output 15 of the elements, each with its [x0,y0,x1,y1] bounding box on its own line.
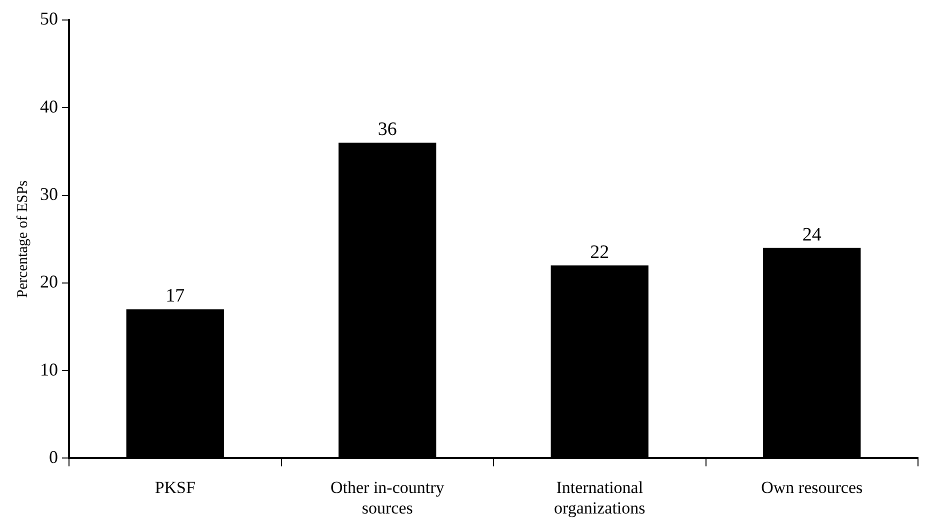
x-tick-label: International organizations [554,478,646,518]
x-tick-label: Own resources [761,478,863,497]
y-tick-label: 0 [49,446,58,467]
y-tick-label: 20 [40,272,58,292]
y-tick-label: 10 [40,359,58,380]
y-axis-title: Percentage of ESPs [14,180,31,298]
y-tick-label: 40 [40,96,58,116]
y-tick-label: 50 [40,8,58,29]
x-tick-label: Other in-country sources [330,478,445,518]
data-label: 22 [590,242,610,263]
data-label: 36 [378,119,397,140]
data-label: 17 [166,286,185,307]
y-tick-label: 30 [40,184,58,204]
x-tick-label: PKSF [154,478,196,497]
data-label: 24 [802,224,822,246]
